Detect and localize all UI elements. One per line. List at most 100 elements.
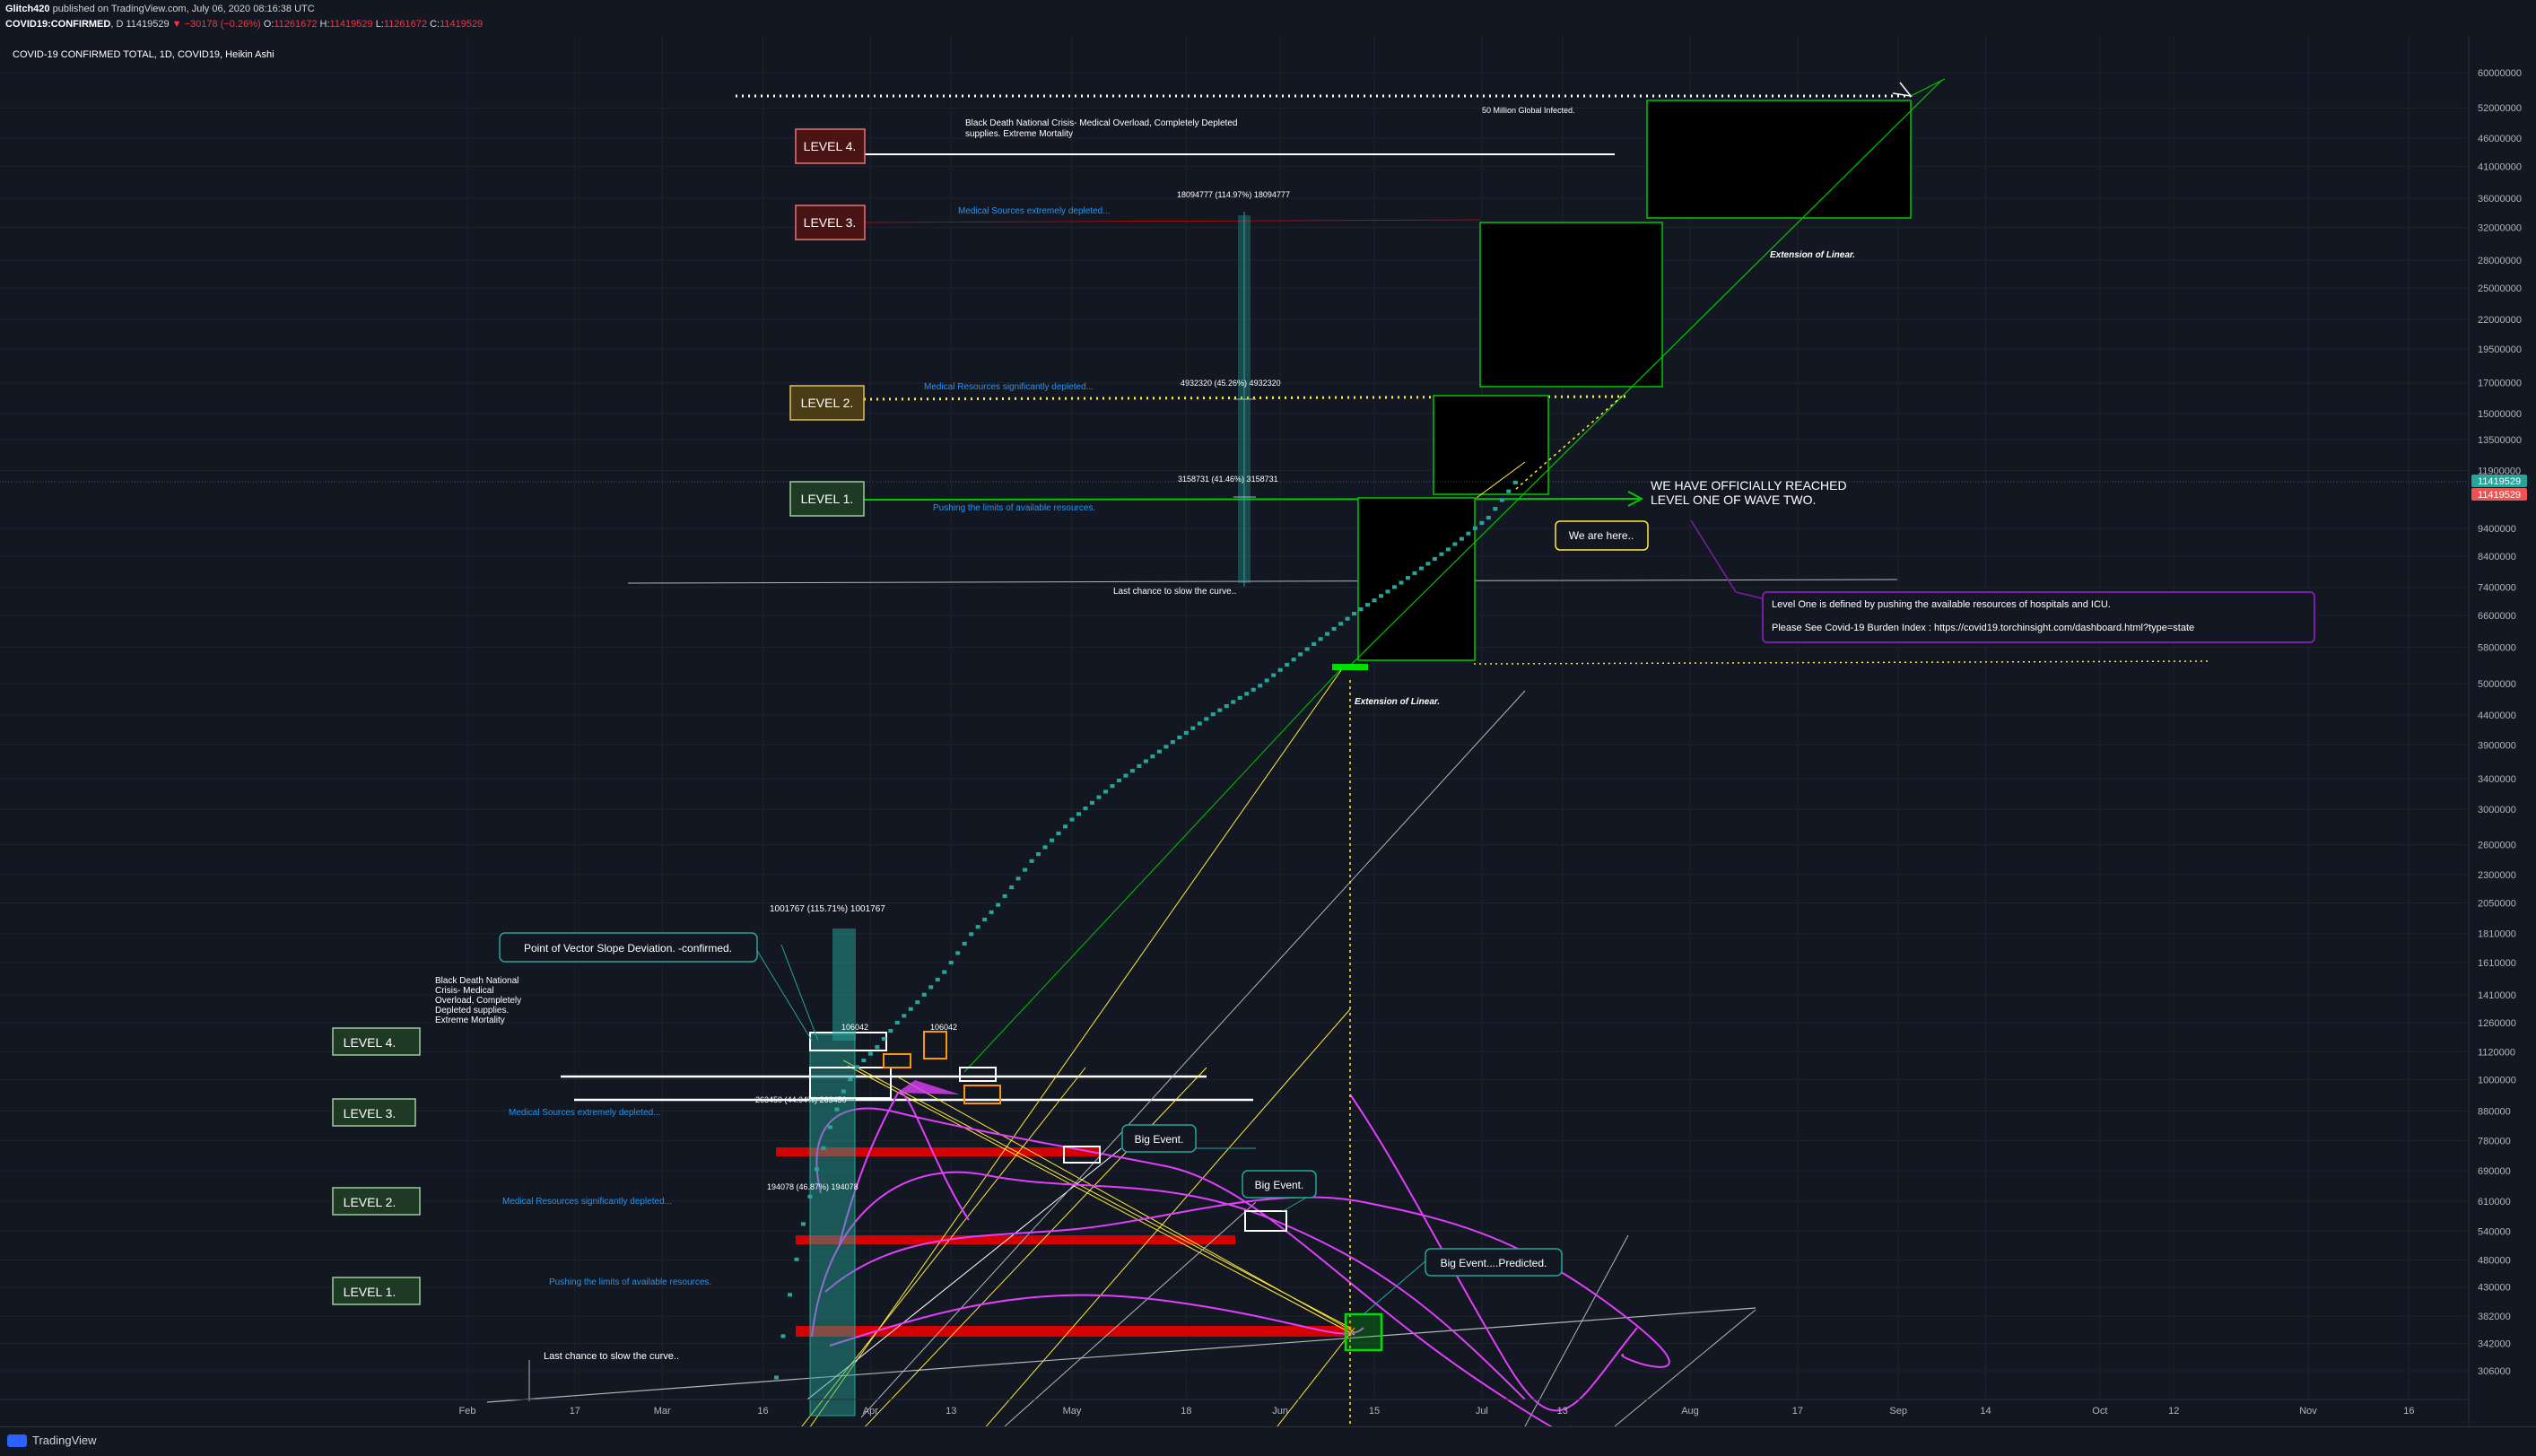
symbol[interactable]: COVID19:CONFIRMED [5, 19, 111, 30]
level-4-upper-badge[interactable]: LEVEL 4. [795, 128, 866, 164]
big-event-predicted-callout[interactable]: Big Event....Predicted. [1425, 1248, 1563, 1277]
candle [902, 1014, 907, 1018]
footer-bar: TradingView [0, 1426, 2536, 1456]
y-tick-label: 5800000 [2478, 643, 2516, 654]
x-tick-label: 13 [946, 1406, 956, 1417]
price-tag-green: 11419529 [2471, 475, 2527, 487]
level-2-upper-badge[interactable]: LEVEL 2. [789, 385, 865, 421]
candle [1116, 778, 1121, 783]
time-axis[interactable]: Feb 17 Mar 16 Apr 13 May 18 Jun 15 Jul 13 Aug 17 Sep 14… [459, 1406, 2415, 1417]
y-tick-label: 1260000 [2478, 1018, 2516, 1029]
y-tick-label: 28000000 [2478, 256, 2522, 266]
candle [1271, 673, 1277, 677]
heikin-ashi-candles [773, 480, 1518, 1380]
level-3-lower-badge[interactable]: LEVEL 3. [332, 1098, 416, 1127]
level-1-upper-label: LEVEL 1. [801, 492, 854, 506]
measure-2: 4932320 (45.26%) 4932320 [1181, 379, 1281, 388]
candle [955, 951, 961, 955]
candle [1486, 515, 1491, 520]
low-value: 11261672 [383, 19, 428, 30]
candle [827, 1125, 832, 1129]
candle [1069, 817, 1075, 822]
candle [1002, 894, 1007, 898]
candle [1512, 480, 1518, 484]
x-tick-label: Sep [1889, 1406, 1907, 1417]
candle [1472, 526, 1477, 530]
vector-slope-callout[interactable]: Point of Vector Slope Deviation. -confir… [499, 932, 758, 963]
y-tick-label: 4400000 [2478, 711, 2516, 721]
candle [1264, 678, 1269, 683]
black-death-upper-line2: supplies. Extreme Mortality [965, 129, 1073, 139]
candle [1338, 622, 1344, 626]
level-3-lower-label: LEVEL 3. [344, 1106, 397, 1120]
x-tick-label: 14 [1980, 1406, 1991, 1417]
down-arrow-icon: ▼ [171, 19, 182, 30]
we-are-here-label: We are here.. [1569, 529, 1634, 542]
level-1-lower-badge[interactable]: LEVEL 1. [332, 1277, 421, 1305]
legend-title: COVID-19 CONFIRMED TOTAL, 1D, COVID19, H… [13, 49, 275, 60]
black-death-lower-line3: Overload, Completely [435, 996, 521, 1006]
candle [881, 1037, 886, 1042]
y-tick-label: 1610000 [2478, 958, 2516, 969]
big-event-1-callout[interactable]: Big Event. [1121, 1124, 1197, 1153]
price-change: −30178 (−0.26%) [184, 19, 261, 30]
y-tick-label: 22000000 [2478, 315, 2522, 326]
y-tick-label: 7400000 [2478, 583, 2516, 594]
measure-3: 3158731 (41.46%) 3158731 [1178, 475, 1278, 484]
candle [1445, 547, 1451, 552]
high-value: 11419529 [329, 19, 373, 30]
candle [1102, 789, 1108, 794]
medical-significant-lower: Medical Resources significantly depleted… [502, 1197, 672, 1207]
burden-index-link[interactable]: Please See Covid-19 Burden Index : https… [1772, 623, 2194, 633]
candle [1345, 616, 1350, 621]
y-tick-label: 52000000 [2478, 103, 2522, 114]
candle [1224, 704, 1229, 709]
level-one-info-box[interactable]: Level One is defined by pushing the avai… [1762, 591, 2315, 643]
candle [1137, 763, 1142, 768]
candle [942, 970, 947, 974]
x-tick-label: Aug [1681, 1406, 1699, 1417]
level-1-upper-badge[interactable]: LEVEL 1. [789, 481, 865, 517]
x-tick-label: 18 [1181, 1406, 1191, 1417]
big-event-2-callout[interactable]: Big Event. [1242, 1170, 1317, 1199]
black-death-upper-line1: Black Death National Crisis- Medical Ove… [965, 118, 1237, 128]
candle [1385, 589, 1390, 594]
candle [1150, 754, 1155, 759]
medical-significant-upper: Medical Resources significantly depleted… [924, 382, 1094, 392]
level-2-upper-label: LEVEL 2. [801, 396, 854, 410]
level-one-definition: Level One is defined by pushing the avai… [1772, 599, 2111, 610]
candle [1237, 695, 1242, 701]
y-tick-label: 3400000 [2478, 774, 2516, 785]
big-event-2-label: Big Event. [1255, 1179, 1304, 1191]
y-tick-label: 382000 [2478, 1312, 2511, 1322]
chart-canvas[interactable]: COVID-19 CONFIRMED TOTAL, 1D, COVID19, H… [0, 36, 2536, 1426]
y-tick-label: 2300000 [2478, 870, 2516, 881]
y-tick-label: 342000 [2478, 1339, 2511, 1350]
measure-5b: 106042 [930, 1023, 957, 1032]
candle [1318, 637, 1323, 641]
price-axis[interactable]: 60000000 52000000 46000000 41000000 36000000… [2478, 68, 2522, 1377]
candle [915, 1000, 920, 1005]
price-tag-green-label: 11419529 [2478, 476, 2521, 487]
tradingview-logo[interactable]: TradingView [7, 1434, 97, 1447]
candle [1277, 667, 1283, 672]
candle [1459, 536, 1464, 541]
level-3-upper-badge[interactable]: LEVEL 3. [795, 205, 866, 240]
candle [1050, 838, 1055, 842]
we-are-here-callout[interactable]: We are here.. [1555, 520, 1649, 551]
x-tick-label: 17 [1792, 1406, 1803, 1417]
level-2-lower-badge[interactable]: LEVEL 2. [332, 1187, 421, 1216]
candle [1083, 806, 1088, 811]
author-name[interactable]: Glitch420 [5, 4, 50, 14]
y-tick-label: 15000000 [2478, 409, 2522, 420]
candle [1365, 603, 1371, 607]
candle [1418, 566, 1424, 571]
low-label: L: [375, 19, 384, 30]
upper-drawings [627, 78, 2212, 1315]
level-4-lower-badge[interactable]: LEVEL 4. [332, 1027, 421, 1056]
candle [1331, 626, 1337, 632]
pushing-upper: Pushing the limits of available resource… [933, 503, 1095, 513]
black-death-lower-line4: Depleted supplies. [435, 1006, 509, 1016]
candle [1123, 773, 1129, 778]
measure-7: 194078 (46.87%) 194078 [767, 1182, 858, 1191]
